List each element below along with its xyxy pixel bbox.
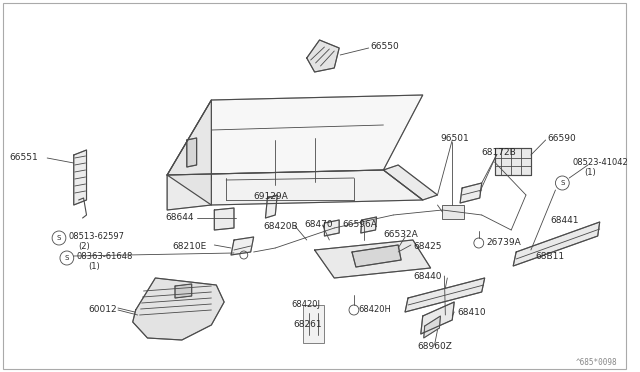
- Text: 08513-62597: 08513-62597: [69, 232, 125, 241]
- Text: (2): (2): [79, 242, 90, 251]
- Text: 26739A: 26739A: [486, 238, 522, 247]
- Text: 68644: 68644: [165, 213, 194, 222]
- Polygon shape: [405, 278, 484, 312]
- Polygon shape: [324, 220, 339, 236]
- Polygon shape: [175, 284, 192, 298]
- Text: 66590: 66590: [548, 134, 577, 143]
- Text: 68420B: 68420B: [264, 222, 298, 231]
- Text: 68960Z: 68960Z: [418, 342, 452, 351]
- Text: (1): (1): [584, 168, 596, 177]
- Text: ^685*0098: ^685*0098: [576, 358, 618, 367]
- Polygon shape: [424, 316, 440, 338]
- Polygon shape: [74, 150, 86, 205]
- Polygon shape: [513, 222, 600, 266]
- Polygon shape: [352, 245, 401, 267]
- Polygon shape: [266, 195, 277, 218]
- Text: 66551: 66551: [10, 153, 38, 162]
- Polygon shape: [167, 95, 423, 175]
- Text: 66596A: 66596A: [342, 220, 377, 229]
- Polygon shape: [383, 165, 438, 200]
- Text: 68420J: 68420J: [291, 300, 320, 309]
- Text: 96501: 96501: [440, 134, 469, 143]
- Text: 68B11: 68B11: [536, 252, 565, 261]
- Text: 68470: 68470: [305, 220, 333, 229]
- Polygon shape: [307, 40, 339, 72]
- Polygon shape: [420, 302, 454, 334]
- Text: S: S: [57, 235, 61, 241]
- Polygon shape: [231, 237, 253, 255]
- Text: 68441: 68441: [550, 216, 579, 225]
- Text: 08523-41042: 08523-41042: [572, 158, 628, 167]
- Text: 08363-61648: 08363-61648: [77, 252, 133, 261]
- Text: 68261: 68261: [293, 320, 321, 329]
- Text: 60012: 60012: [88, 305, 117, 314]
- Polygon shape: [214, 208, 234, 230]
- Text: 66532A: 66532A: [383, 230, 418, 239]
- Text: 68425: 68425: [413, 242, 442, 251]
- Polygon shape: [495, 148, 531, 175]
- Text: 68420H: 68420H: [359, 305, 392, 314]
- Text: S: S: [65, 255, 69, 261]
- Text: (1): (1): [88, 262, 100, 271]
- Text: 66550: 66550: [371, 42, 399, 51]
- Bar: [442, 205, 464, 219]
- Text: 68410: 68410: [457, 308, 486, 317]
- Polygon shape: [167, 170, 423, 205]
- Polygon shape: [315, 240, 431, 278]
- Polygon shape: [167, 100, 211, 210]
- Text: 68172B: 68172B: [482, 148, 516, 157]
- Polygon shape: [132, 278, 224, 340]
- Bar: [303, 305, 324, 343]
- Text: 69129A: 69129A: [253, 192, 289, 201]
- Text: 68440: 68440: [413, 272, 442, 281]
- Text: 68210E: 68210E: [172, 242, 206, 251]
- Polygon shape: [361, 217, 376, 233]
- Polygon shape: [187, 138, 196, 167]
- Text: S: S: [560, 180, 564, 186]
- Polygon shape: [460, 183, 482, 203]
